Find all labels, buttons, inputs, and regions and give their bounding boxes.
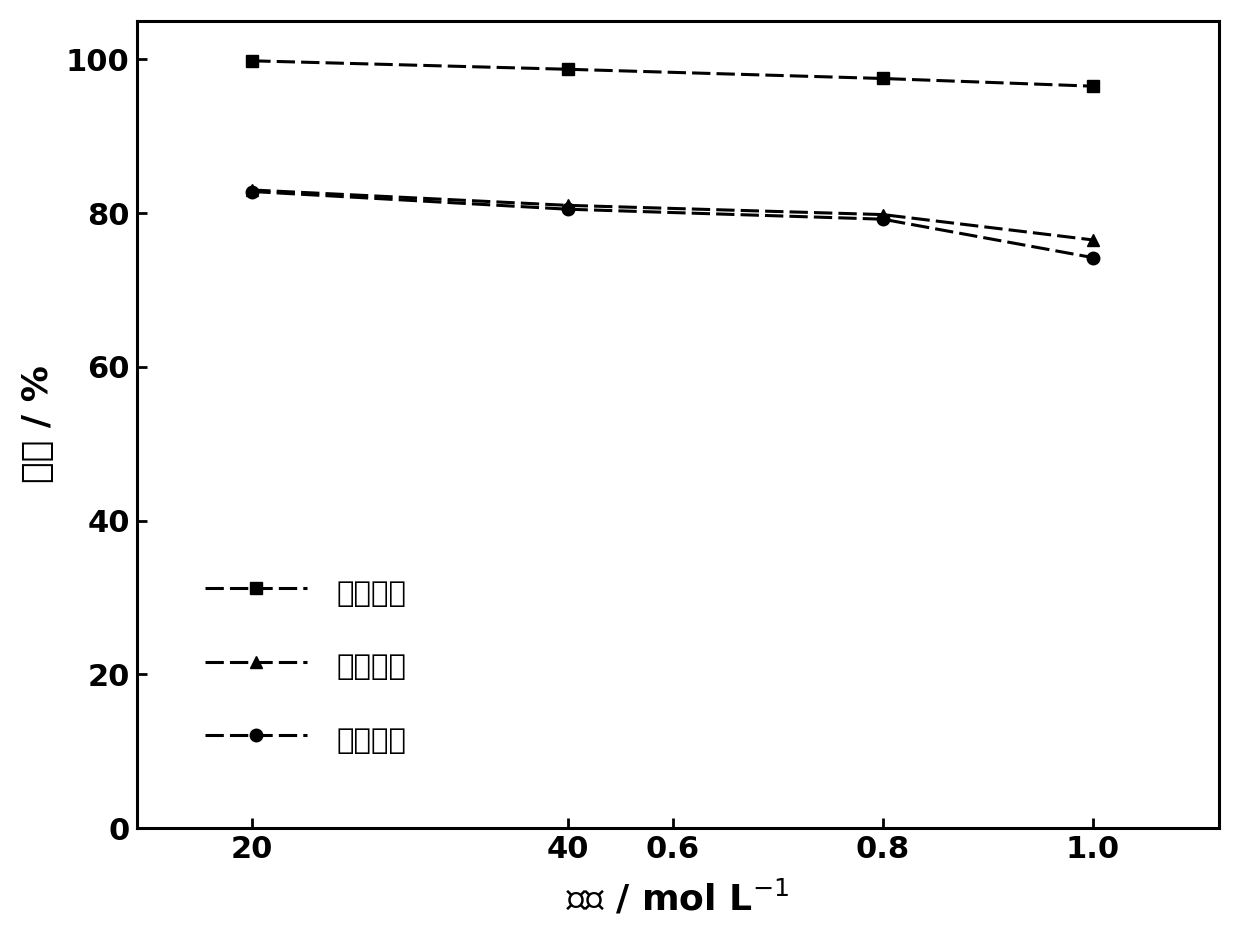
能量效率 [1085, 252, 1100, 264]
电压效率 [1085, 234, 1100, 246]
电压效率 [244, 185, 259, 196]
Line: 能量效率: 能量效率 [246, 186, 1100, 264]
Legend: 库伦效率, 电压效率, 能量效率: 库伦效率, 电压效率, 能量效率 [206, 574, 407, 757]
库伦效率 [1085, 81, 1100, 92]
电压效率 [560, 200, 575, 211]
能量效率 [244, 186, 259, 197]
能量效率 [560, 204, 575, 215]
电压效率 [875, 209, 890, 220]
库伦效率 [875, 73, 890, 84]
X-axis label: 浓度 / mol L$^{-1}$: 浓度 / mol L$^{-1}$ [567, 878, 790, 917]
能量效率 [875, 214, 890, 225]
Y-axis label: 效率 / %: 效率 / % [21, 366, 55, 483]
Line: 电压效率: 电压效率 [246, 184, 1100, 246]
库伦效率 [560, 64, 575, 75]
Line: 库伦效率: 库伦效率 [246, 54, 1100, 93]
库伦效率 [244, 55, 259, 67]
